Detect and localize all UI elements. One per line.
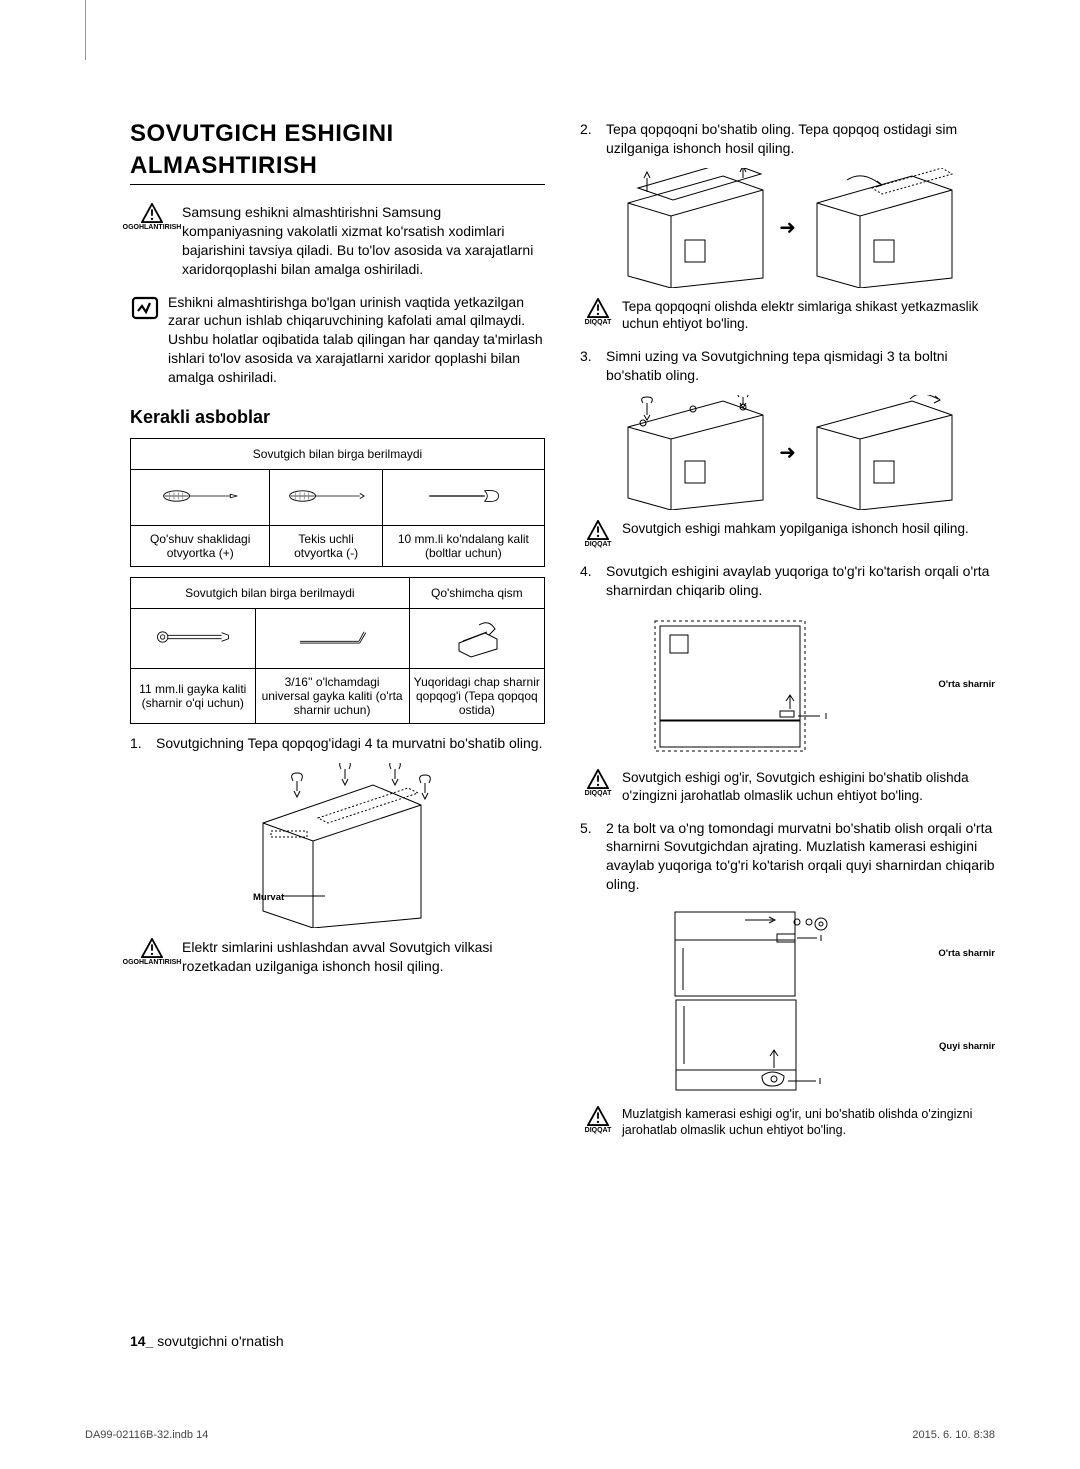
warning-label: OGOHLANTIRISH [123, 224, 182, 231]
diagram-step-1: Murvat [130, 763, 545, 928]
warning-block-5: DIQQAT Sovutgich eshigi og'ir, Sovutgich… [580, 769, 995, 804]
tools-table-2: Sovutgich bilan birga berilmaydi Qo'shim… [130, 577, 545, 724]
step-2: 2. Tepa qopqoqni bo'shatib oling. Tepa q… [580, 120, 995, 158]
table1-header: Sovutgich bilan birga berilmaydi [131, 439, 545, 470]
diagram-step3-right [802, 395, 962, 510]
warning-label: DIQQAT [585, 319, 612, 326]
warning-triangle-icon [587, 1106, 609, 1126]
warning-2-text: Elektr simlarini ushlashdan avval Sovutg… [182, 938, 545, 976]
warning-1-text: Samsung eshikni almashtirishni Samsung k… [182, 203, 545, 279]
warning-triangle-icon [587, 298, 609, 318]
diagram-step2-left [613, 168, 773, 288]
step-2-num: 2. [580, 120, 600, 158]
diagram1-label: Murvat [253, 892, 285, 903]
table2-cell-1: 3/16'' o'lchamdagi universal gayka kalit… [255, 669, 409, 724]
page-title-line2: ALMASHTIRISH [130, 152, 545, 180]
table2-cell-2: Yuqoridagi chap sharnir qopqog'i (Tepa q… [409, 669, 544, 724]
warning-block-6: DIQQAT Muzlatgish kamerasi eshigi og'ir,… [580, 1106, 995, 1139]
two-column-layout: SOVUTGICH ESHIGINI ALMASHTIRISH OGOHLANT… [130, 120, 995, 1153]
diagram-step-5: O'rta sharnir Qu [580, 904, 995, 1096]
tool-image-hinge-cap [409, 609, 544, 669]
tools-heading: Kerakli asboblar [130, 407, 545, 428]
table2-cell-0: 11 mm.li gayka kaliti (sharnir o'qi uchu… [131, 669, 256, 724]
step-4-num: 4. [580, 562, 600, 600]
arrow-right-icon: ➜ [779, 440, 796, 465]
left-column: SOVUTGICH ESHIGINI ALMASHTIRISH OGOHLANT… [130, 120, 545, 1153]
note-1-text: Eshikni almashtirishga bo'lgan urinish v… [168, 293, 545, 387]
step-3-num: 3. [580, 347, 600, 385]
warning-label: DIQQAT [585, 790, 612, 797]
diagram4-label: O'rta sharnir [938, 679, 995, 690]
tool-image-socket-wrench [382, 470, 544, 526]
step-5-text: 2 ta bolt va o'ng tomondagi murvatni bo'… [606, 819, 995, 895]
warning-label: DIQQAT [585, 1127, 612, 1134]
page-corner-rule [85, 0, 86, 60]
warning-triangle-icon [587, 769, 609, 789]
tool-image-allen-key [255, 609, 409, 669]
table1-cell-2: 10 mm.li ko'ndalang kalit (boltlar uchun… [382, 526, 544, 567]
step-1-text: Sovutgichning Tepa qopqog'idagi 4 ta mur… [156, 734, 542, 753]
table1-cell-0: Qo'shuv shaklidagi otvyortka (+) [131, 526, 270, 567]
note-icon [130, 295, 160, 321]
warning-block-1: OGOHLANTIRISH Samsung eshikni almashtiri… [130, 203, 545, 279]
print-footer: DA99-02116B-32.indb 14 2015. 6. 10. 8:38 [85, 1429, 995, 1441]
table1-cell-1: Tekis uchli otvyortka (-) [270, 526, 382, 567]
warning-label: OGOHLANTIRISH [123, 959, 182, 966]
footer-page-num: 14_ [130, 1333, 153, 1349]
diagram-step-3-pair: ➜ [580, 395, 995, 510]
step-4-text: Sovutgich eshigini avaylab yuqoriga to'g… [606, 562, 995, 600]
arrow-right-icon: ➜ [779, 215, 796, 240]
table2-header-right: Qo'shimcha qism [409, 578, 544, 609]
diagram-step-4: O'rta sharnir [580, 609, 995, 759]
diagram5-label2: Quyi sharnir [939, 1041, 995, 1052]
diagram-step3-left [613, 395, 773, 510]
step-3: 3. Simni uzing va Sovutgichning tepa qis… [580, 347, 995, 385]
warning-3-text: Tepa qopqoqni olishda elektr simlariga s… [622, 298, 995, 333]
step-5: 5. 2 ta bolt va o'ng tomondagi murvatni … [580, 819, 995, 895]
warning-label: DIQQAT [585, 541, 612, 548]
tool-image-spanner [131, 609, 256, 669]
right-column: 2. Tepa qopqoqni bo'shatib oling. Tepa q… [580, 120, 995, 1153]
title-rule [130, 184, 545, 185]
warning-triangle-icon [141, 938, 163, 958]
diagram-step-2-pair: ➜ [580, 168, 995, 288]
step-1: 1. Sovutgichning Tepa qopqog'idagi 4 ta … [130, 734, 545, 753]
step-1-num: 1. [130, 734, 150, 753]
warning-block-4: DIQQAT Sovutgich eshigi mahkam yopilgani… [580, 520, 995, 548]
diagram-step2-right [802, 168, 962, 288]
warning-block-3: DIQQAT Tepa qopqoqni olishda elektr siml… [580, 298, 995, 333]
step-2-text: Tepa qopqoqni bo'shatib oling. Tepa qopq… [606, 120, 995, 158]
tool-image-flathead [270, 470, 382, 526]
warning-triangle-icon [587, 520, 609, 540]
page-footer-left: 14_ sovutgichni o'rnatish [130, 1333, 284, 1349]
note-block-1: Eshikni almashtirishga bo'lgan urinish v… [130, 293, 545, 387]
diagram5-label1: O'rta sharnir [938, 948, 995, 959]
print-filename: DA99-02116B-32.indb 14 [85, 1429, 208, 1441]
step-3-text: Simni uzing va Sovutgichning tepa qismid… [606, 347, 995, 385]
warning-6-text: Muzlatgish kamerasi eshigi og'ir, uni bo… [622, 1106, 995, 1139]
footer-section-name: sovutgichni o'rnatish [153, 1333, 283, 1349]
warning-4-text: Sovutgich eshigi mahkam yopilganiga isho… [622, 520, 969, 538]
warning-triangle-icon [141, 203, 163, 223]
tool-image-phillips [131, 470, 270, 526]
warning-block-2: OGOHLANTIRISH Elektr simlarini ushlashda… [130, 938, 545, 976]
print-datetime: 2015. 6. 10. 8:38 [912, 1429, 995, 1441]
step-4: 4. Sovutgich eshigini avaylab yuqoriga t… [580, 562, 995, 600]
table2-header-left: Sovutgich bilan birga berilmaydi [131, 578, 410, 609]
step-5-num: 5. [580, 819, 600, 895]
page-title-line1: SOVUTGICH ESHIGINI [130, 120, 545, 148]
warning-5-text: Sovutgich eshigi og'ir, Sovutgich eshigi… [622, 769, 995, 804]
tools-table-1: Sovutgich bilan birga berilmaydi Qo'shuv… [130, 438, 545, 567]
